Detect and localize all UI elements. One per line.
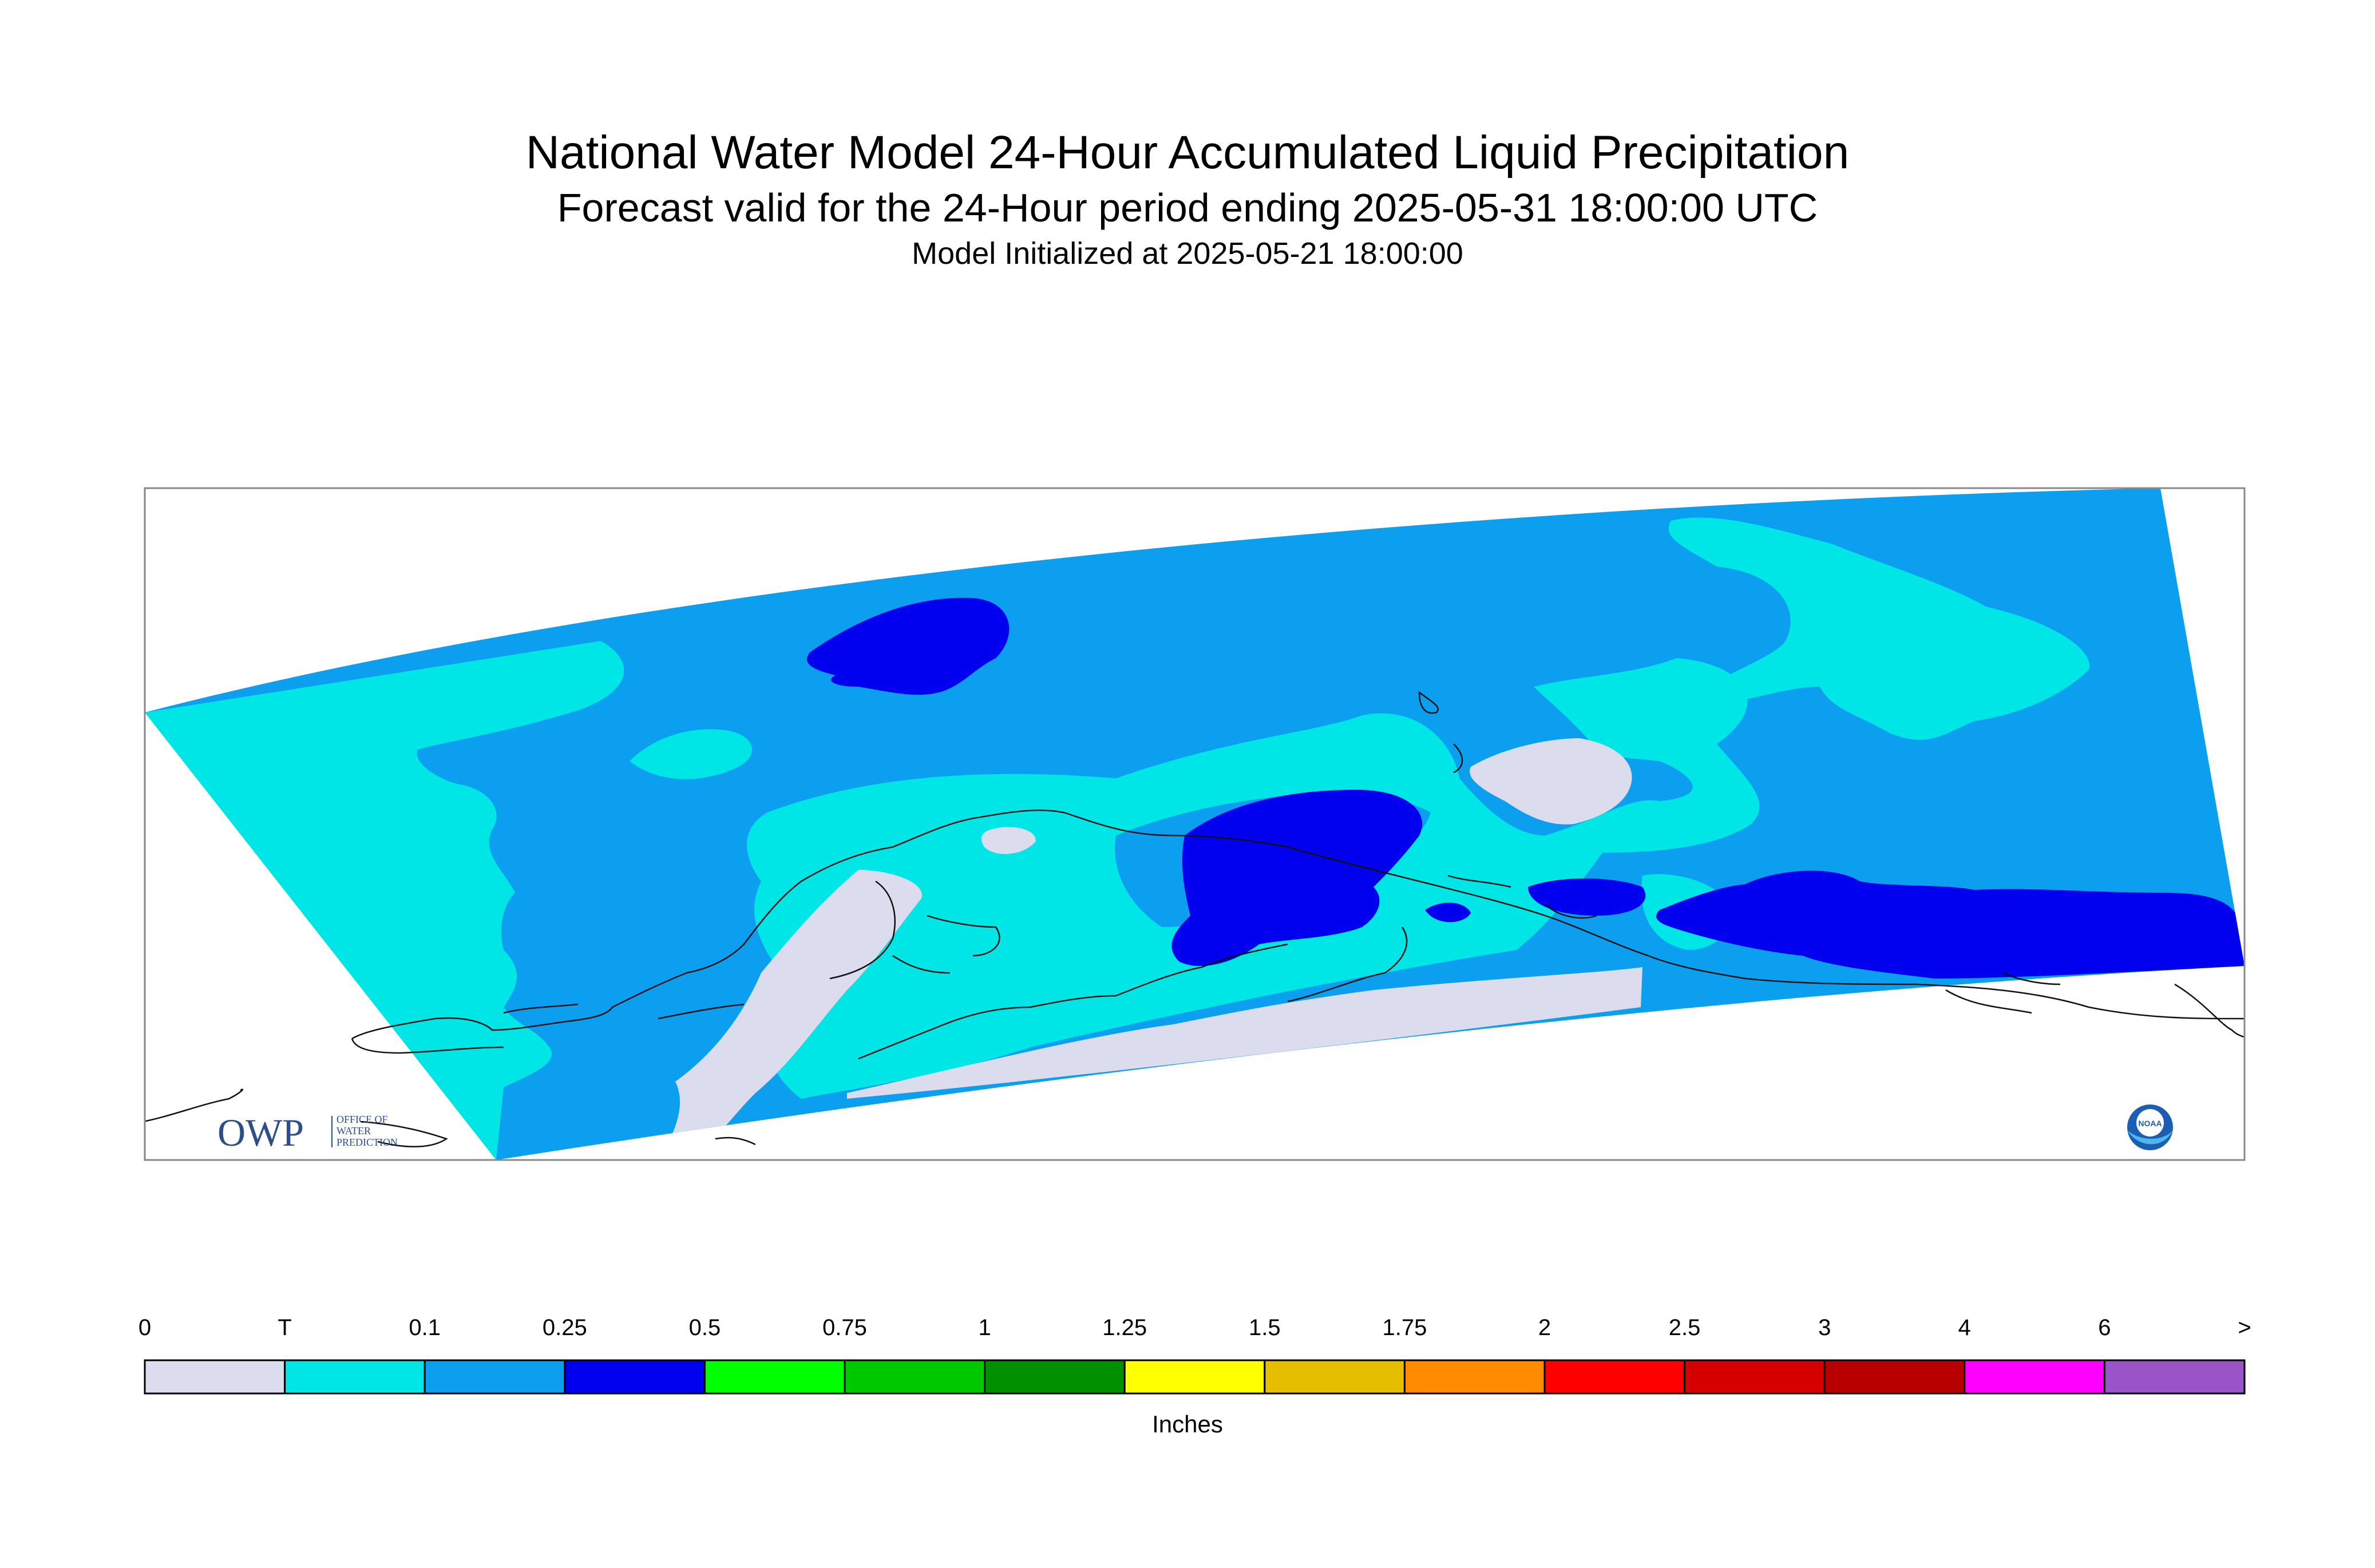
legend-label: 1.25: [1102, 1315, 1147, 1340]
dry-southwest: [658, 870, 922, 1160]
legend-swatch-5: [844, 1359, 986, 1395]
owp-logo-text-2: WATER: [337, 1125, 371, 1137]
init-time: Model Initialized at 2025-05-21 18:00:00: [912, 236, 1463, 271]
legend-label: 0.75: [822, 1315, 867, 1340]
heavy-central: [1171, 790, 1423, 967]
heavy-east: [1656, 870, 2245, 979]
map-title: National Water Model 24-Hour Accumulated…: [525, 126, 1850, 179]
dry-east-patch: [1470, 738, 1632, 825]
noaa-logo: NOAA: [2127, 1104, 2173, 1150]
legend-swatch-12: [1823, 1359, 1966, 1395]
dry-north-patch: [981, 827, 1036, 854]
heavy-patch-a: [1425, 902, 1471, 922]
legend-swatch-3: [564, 1359, 706, 1395]
owp-logo: OWP OFFICE OF WATER PREDICTION: [217, 1111, 398, 1154]
owp-logo-text-3: PREDICTION: [337, 1137, 398, 1148]
legend-label: 0.25: [542, 1315, 587, 1340]
map-frame: [144, 487, 2246, 1161]
legend-label: 0.5: [688, 1315, 721, 1340]
legend-label: 3: [1818, 1315, 1831, 1340]
legend-label: 0: [138, 1315, 152, 1340]
legend-label: 6: [2098, 1315, 2111, 1340]
legend-label: 1.5: [1248, 1315, 1281, 1340]
noaa-logo-text: NOAA: [2138, 1119, 2162, 1128]
dry-south-coast: [847, 967, 1642, 1099]
legend-label: T: [278, 1315, 292, 1340]
legend-label: 1.75: [1382, 1315, 1427, 1340]
legend-units: Inches: [1152, 1411, 1223, 1438]
legend-swatch-14: [2103, 1359, 2246, 1395]
legend-swatch-9: [1403, 1359, 1546, 1395]
legend-label: 4: [1958, 1315, 1971, 1340]
legend-label: 2: [1538, 1315, 1551, 1340]
heavy-north: [807, 597, 1010, 695]
legend-label: 1: [978, 1315, 991, 1340]
legend-swatch-1: [284, 1359, 426, 1395]
legend-swatch-7: [1123, 1359, 1266, 1395]
legend-swatch-2: [423, 1359, 566, 1395]
owp-logo-text-1: OFFICE OF: [337, 1114, 388, 1125]
legend-label: 2.5: [1668, 1315, 1701, 1340]
coastlines: [145, 691, 2245, 1147]
legend-swatch-0: [144, 1359, 286, 1395]
trace-islands-nw: [630, 729, 752, 779]
legend-swatch-13: [1964, 1359, 2105, 1395]
legend-swatch-4: [703, 1359, 846, 1395]
legend-swatch-10: [1543, 1359, 1686, 1395]
legend-label: >: [2238, 1315, 2251, 1340]
legend-label: 0.1: [409, 1315, 441, 1340]
legend-swatch-8: [1264, 1359, 1406, 1395]
legend-swatch-11: [1684, 1359, 1826, 1395]
legend-swatch-6: [984, 1359, 1126, 1395]
heavy-patch-b: [1528, 878, 1646, 916]
trace-northeast: [1668, 517, 2090, 740]
owp-logo-mark: OWP: [217, 1111, 304, 1154]
map-subtitle: Forecast valid for the 24-Hour period en…: [557, 185, 1818, 230]
